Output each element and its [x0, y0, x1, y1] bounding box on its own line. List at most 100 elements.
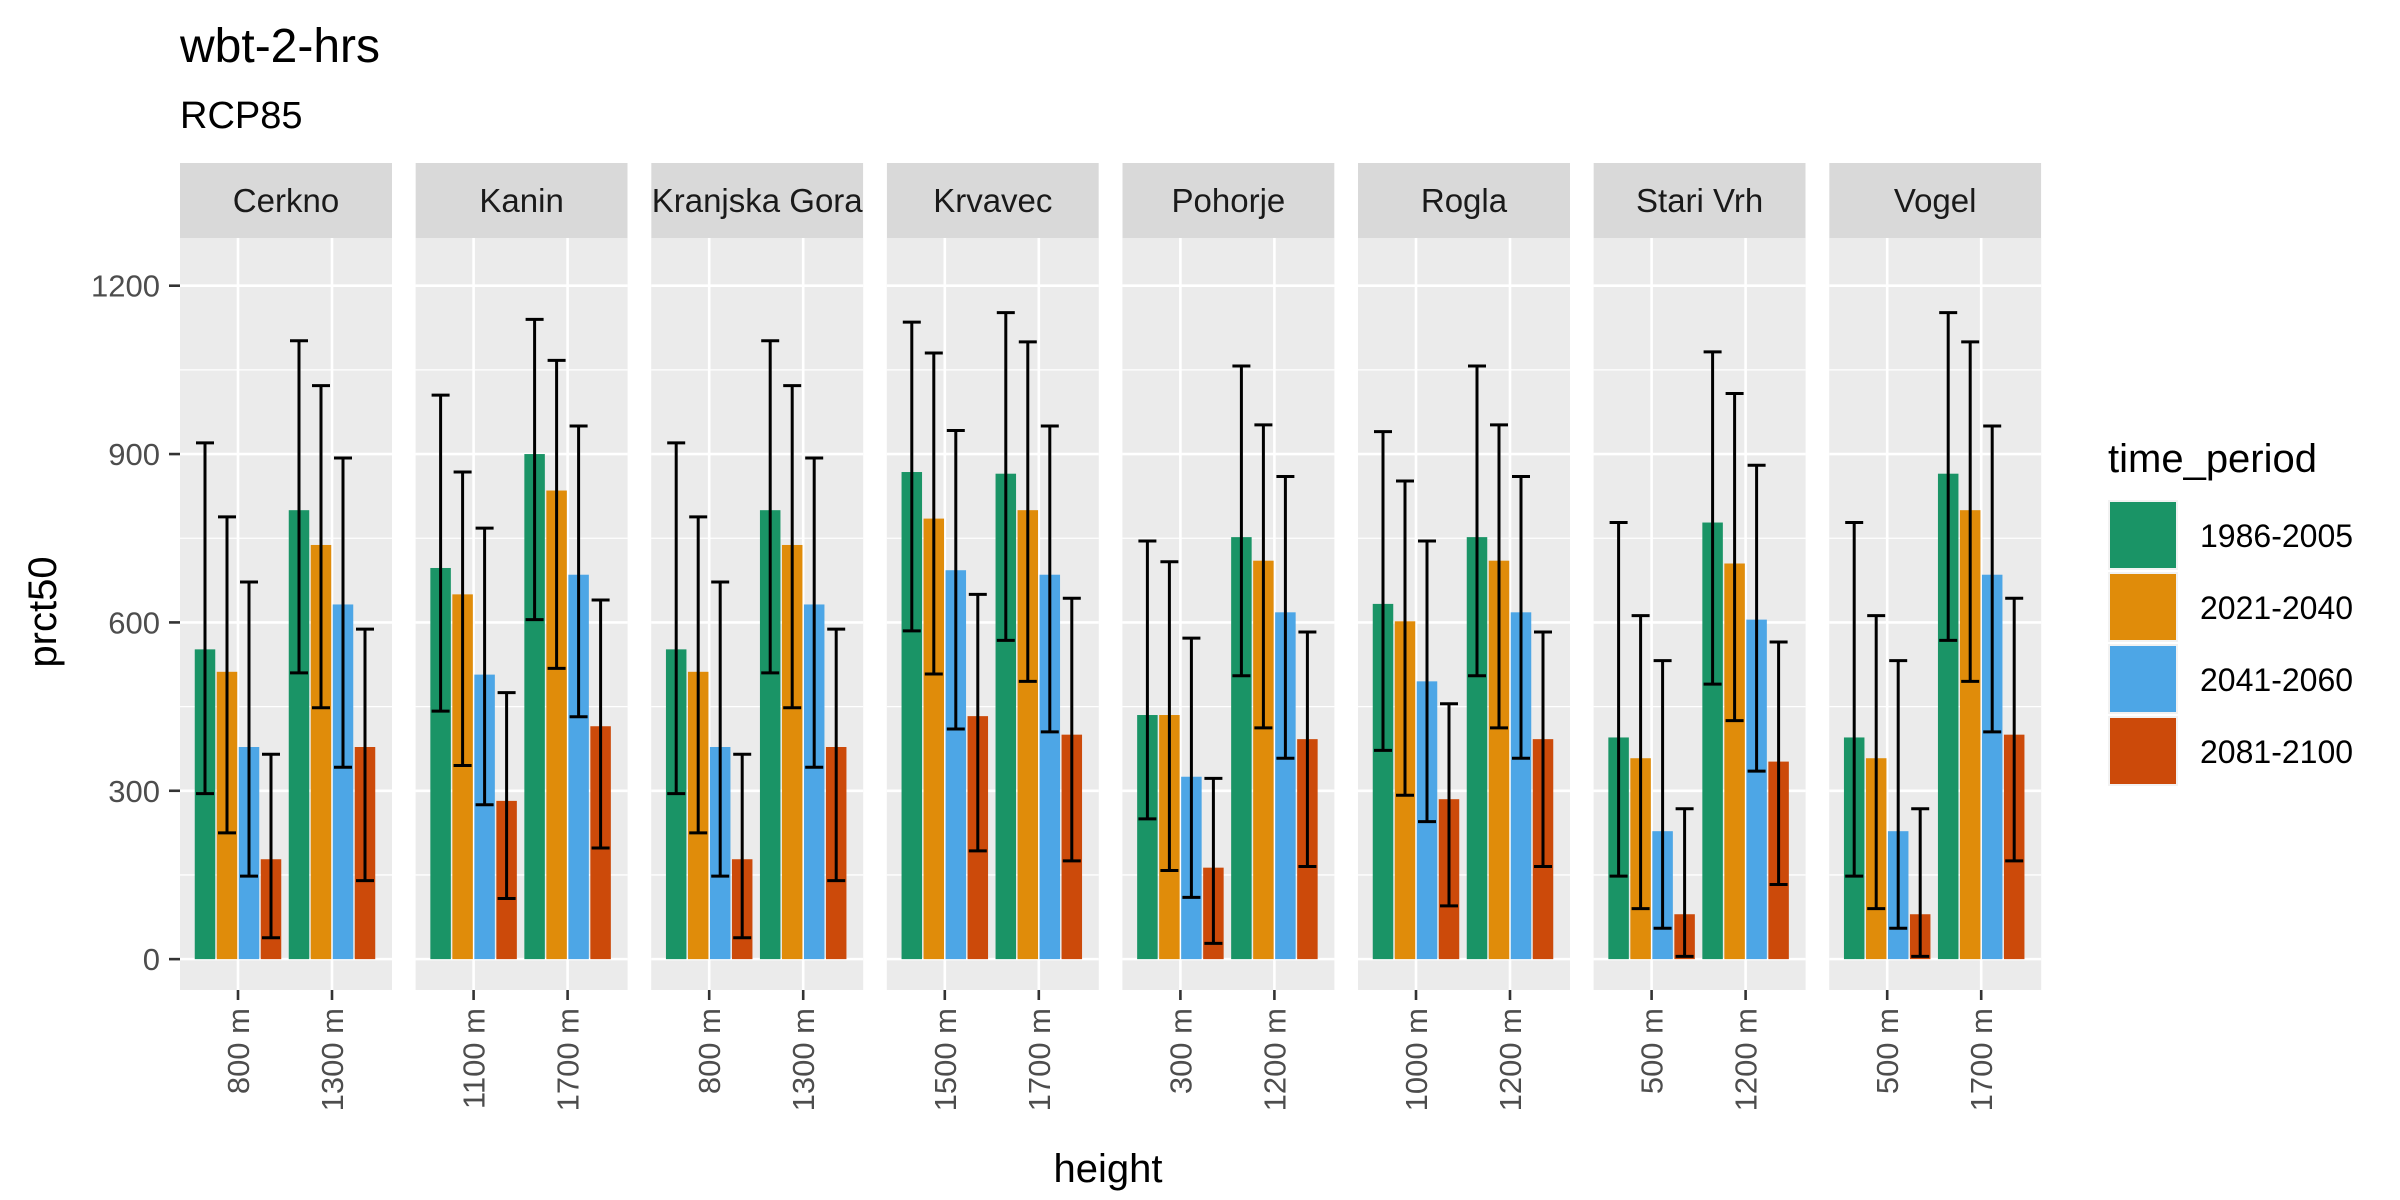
panel-kranjska-gora: Kranjska Gora 800 m 1300 m	[651, 163, 864, 1111]
bar	[332, 604, 354, 960]
x-tick-label: 1200 m	[1493, 1008, 1528, 1111]
x-tick-label: 500 m	[1635, 1008, 1670, 1094]
error-bar	[1374, 430, 1392, 752]
facet-strip: Pohorje	[1122, 163, 1335, 238]
error-bar	[1062, 596, 1081, 863]
x-tick-label: 1700 m	[551, 1008, 586, 1111]
error-bar	[1298, 630, 1317, 869]
error-bar	[1160, 560, 1179, 872]
error-bar	[569, 424, 588, 719]
error-bar	[783, 384, 802, 710]
x-tick-label: 1200 m	[1257, 1008, 1292, 1111]
error-bar	[946, 428, 965, 731]
bar	[1372, 603, 1394, 960]
panels: Cerkno 800 m 1300 m Kanin 1100 m 1700 m Kranjs…	[180, 163, 2042, 1111]
error-bar	[805, 456, 824, 769]
bar	[288, 510, 310, 960]
bar	[759, 510, 781, 960]
bar	[1746, 619, 1767, 960]
bar-group	[194, 441, 282, 960]
error-bar	[1631, 614, 1650, 911]
bar	[194, 649, 216, 960]
error-bar	[667, 441, 686, 796]
legend-title: time_period	[2108, 437, 2317, 481]
legend-label: 2041-2060	[2200, 662, 2353, 698]
bar	[945, 570, 967, 960]
facet-strip-background	[1593, 163, 1806, 238]
facet-strip: Krvavec	[886, 163, 1099, 238]
facet-strip-label: Pohorje	[1172, 182, 1286, 219]
error-bar	[968, 592, 987, 853]
error-bar	[1653, 659, 1672, 930]
error-bar	[475, 526, 494, 807]
error-bar	[1396, 479, 1414, 797]
bar	[1231, 537, 1252, 960]
error-bar	[547, 358, 566, 670]
error-bar	[218, 515, 236, 835]
bar	[1017, 510, 1039, 960]
error-bar	[1440, 702, 1458, 908]
bar	[524, 454, 545, 960]
error-bar	[262, 752, 280, 940]
error-bar	[1040, 424, 1059, 734]
legend-key-swatch	[2110, 646, 2176, 712]
legend-key-swatch	[2110, 718, 2176, 784]
legend-key-swatch	[2110, 574, 2176, 640]
error-bar	[1675, 807, 1694, 958]
facet-strip-background	[180, 163, 392, 238]
facet-strip-label: Kanin	[479, 182, 563, 219]
error-bar	[1204, 776, 1223, 945]
error-bar	[761, 339, 780, 675]
error-bar	[1961, 340, 1980, 683]
y-tick-label: 0	[143, 942, 160, 977]
facet-strip-label: Stari Vrh	[1636, 182, 1763, 219]
x-tick-label: 500 m	[1870, 1008, 1905, 1094]
x-tick-label: 800 m	[221, 1008, 256, 1094]
bar	[568, 574, 589, 960]
error-bar	[1490, 423, 1508, 730]
facet-strip-label: Krvavec	[933, 182, 1052, 219]
error-bar	[924, 351, 943, 676]
bar	[1039, 574, 1061, 960]
y-axis: 0 300 600 900 1200	[91, 269, 180, 977]
facet-strip-label: Kranjska Gora	[652, 182, 864, 219]
x-tick-label: 1200 m	[1729, 1008, 1764, 1111]
x-axis-title: height	[1054, 1147, 1163, 1191]
facet-strip-background	[886, 163, 1099, 238]
error-bar	[1534, 630, 1552, 869]
error-bar	[1018, 340, 1037, 683]
bar	[310, 544, 332, 960]
bar	[1510, 612, 1532, 960]
y-axis-title: prct50	[21, 556, 65, 667]
bar	[1702, 522, 1723, 960]
bar-group	[995, 311, 1083, 960]
bar	[665, 649, 687, 960]
bar	[781, 544, 803, 960]
error-bar	[290, 339, 308, 675]
bar-group	[901, 320, 989, 960]
error-bar	[1911, 807, 1930, 958]
bar-group	[665, 441, 753, 960]
legend-label: 1986-2005	[2200, 518, 2353, 554]
y-tick-label: 1200	[91, 269, 160, 304]
error-bar	[196, 441, 214, 796]
facet-strip-background	[651, 163, 864, 238]
error-bar	[1138, 539, 1157, 821]
bar-group	[1466, 364, 1554, 960]
bar	[1937, 473, 1959, 960]
legend-item: 2081-2100	[2108, 716, 2353, 786]
facet-strip: Stari Vrh	[1593, 163, 1806, 238]
legend: time_period 1986-2005 2021-2040 2041-2060 2…	[2108, 437, 2353, 786]
panel-rogla: Rogla 1000 m 1200 m	[1358, 163, 1570, 1111]
x-tick-label: 800 m	[692, 1008, 727, 1094]
error-bar	[1983, 424, 2002, 734]
error-bar	[1276, 475, 1295, 760]
facet-strip: Cerkno	[180, 163, 392, 238]
bar	[1724, 563, 1745, 960]
bar	[1137, 715, 1158, 960]
y-tick-label: 600	[108, 605, 160, 640]
facet-strip-label: Cerkno	[233, 182, 339, 219]
legend-label: 2081-2100	[2200, 734, 2353, 770]
bar-group	[1702, 350, 1789, 960]
bar	[474, 674, 495, 960]
